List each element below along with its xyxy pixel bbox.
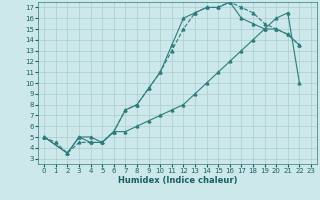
X-axis label: Humidex (Indice chaleur): Humidex (Indice chaleur) xyxy=(118,176,237,185)
